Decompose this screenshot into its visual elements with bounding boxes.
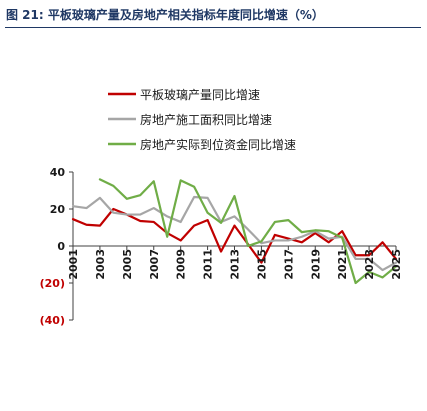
axes xyxy=(69,171,397,321)
x-tick-label: 2025 xyxy=(390,249,403,280)
y-tick-label: (40) xyxy=(40,314,65,327)
title-rule xyxy=(5,27,421,28)
x-tick-label: 2007 xyxy=(148,249,161,280)
series-line-3 xyxy=(98,178,398,285)
x-tick-label: 2019 xyxy=(309,249,322,280)
legend-label-1: 平板玻璃产量同比增速 xyxy=(140,88,260,102)
x-tick-label: 2021 xyxy=(336,249,349,280)
x-tick-label: 2011 xyxy=(202,249,215,280)
y-tick-label: 40 xyxy=(50,166,66,179)
tick-labels: (40) (20) 0 20 40 2001 2003 2005 2007 2009 2011 201… xyxy=(40,166,403,327)
y-tick-label: (20) xyxy=(40,277,65,290)
series-layer xyxy=(71,178,398,285)
x-tick-label: 2017 xyxy=(282,249,295,280)
x-tick-label: 2013 xyxy=(229,249,242,280)
legend-label-3: 房地产实际到位资金同比增速 xyxy=(140,137,296,152)
y-tick-label: 0 xyxy=(57,240,65,253)
x-tick-label: 2015 xyxy=(255,249,268,280)
x-tick-label: 2001 xyxy=(67,249,80,280)
figure-title: 图 21: 平板玻璃产量及房地产相关指标年度同比增速（%） xyxy=(6,8,324,22)
x-tick-label: 2003 xyxy=(94,249,107,280)
legend-label-2: 房地产施工面积同比增速 xyxy=(140,112,272,127)
x-tick-label: 2009 xyxy=(175,249,188,280)
x-tick-label: 2005 xyxy=(121,249,134,280)
y-tick-label: 20 xyxy=(50,203,66,216)
x-tick-label: 2023 xyxy=(363,249,376,280)
